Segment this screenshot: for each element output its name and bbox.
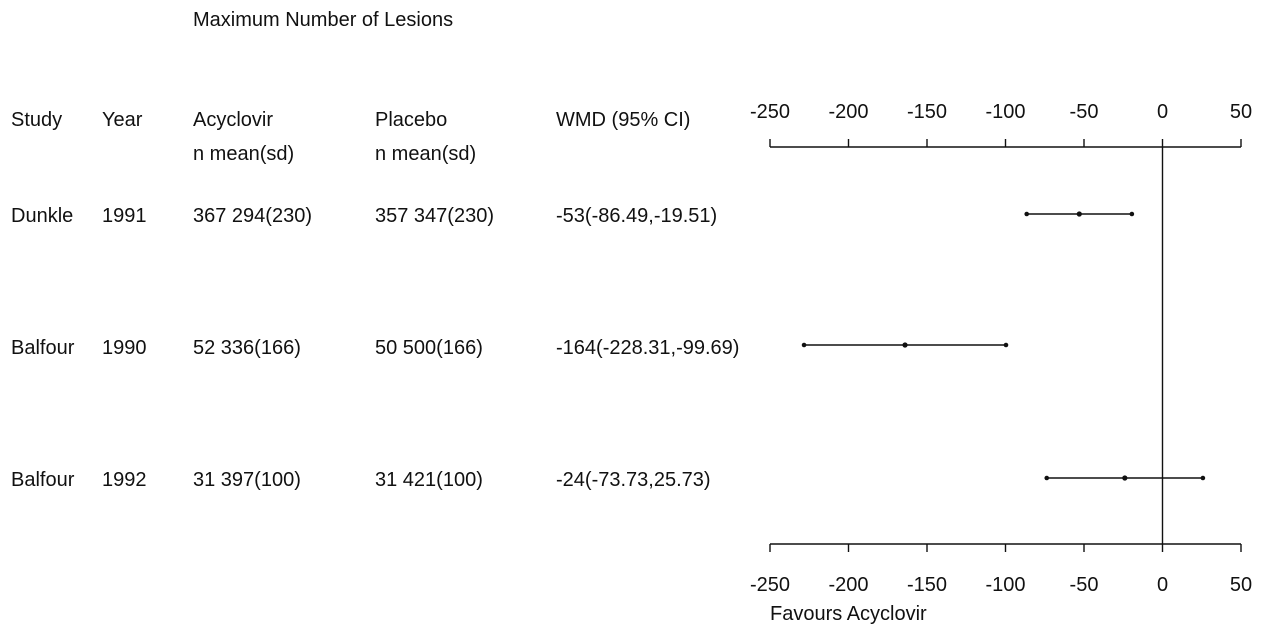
column-header-control: Placebo xyxy=(375,109,448,131)
column-header-year: Year xyxy=(102,109,143,131)
row-study-name: Balfour xyxy=(11,469,75,491)
row-study-name: Dunkle xyxy=(11,205,74,227)
bottom-tick-label: -200 xyxy=(828,574,868,596)
top-tick-label: -150 xyxy=(907,101,947,123)
top-tick-label: -250 xyxy=(750,101,790,123)
row-treatment-stats: 31 397(100) xyxy=(193,469,301,491)
row-control-stats: 357 347(230) xyxy=(375,205,494,227)
column-header-effect: WMD (95% CI) xyxy=(556,109,691,131)
row-effect-ci: -53(-86.49,-19.51) xyxy=(556,205,718,227)
point-estimate xyxy=(902,342,908,348)
bottom-tick-label: -250 xyxy=(750,574,790,596)
column-subheader-control: n mean(sd) xyxy=(375,143,477,165)
chart-title: Maximum Number of Lesions xyxy=(193,9,454,31)
row-control-stats: 50 500(166) xyxy=(375,337,483,359)
bottom-tick-label: -150 xyxy=(907,574,947,596)
column-header-study: Study xyxy=(11,109,63,131)
row-treatment-stats: 52 336(166) xyxy=(193,337,301,359)
row-treatment-stats: 367 294(230) xyxy=(193,205,312,227)
bottom-tick-label: -100 xyxy=(985,574,1025,596)
top-tick-label: 50 xyxy=(1230,101,1252,123)
bottom-tick-label: -50 xyxy=(1070,574,1099,596)
row-year: 1992 xyxy=(102,469,147,491)
x-axis-title: Favours Acyclovir xyxy=(770,603,927,625)
row-study-name: Balfour xyxy=(11,337,75,359)
row-year: 1990 xyxy=(102,337,147,359)
ci-high-marker xyxy=(1129,211,1135,217)
ci-high-marker xyxy=(1003,342,1009,348)
ci-low-marker xyxy=(1024,211,1030,217)
top-tick-label: -200 xyxy=(828,101,868,123)
top-tick-label: 0 xyxy=(1157,101,1168,123)
ci-high-marker xyxy=(1200,475,1206,481)
point-estimate xyxy=(1122,475,1128,481)
point-estimate xyxy=(1076,211,1082,217)
row-effect-ci: -24(-73.73,25.73) xyxy=(556,469,711,491)
top-tick-label: -50 xyxy=(1070,101,1099,123)
row-control-stats: 31 421(100) xyxy=(375,469,483,491)
ci-low-marker xyxy=(801,342,807,348)
column-header-treatment: Acyclovir xyxy=(193,109,274,131)
bottom-tick-label: 50 xyxy=(1230,574,1252,596)
ci-low-marker xyxy=(1044,475,1050,481)
bottom-tick-label: 0 xyxy=(1157,574,1168,596)
row-year: 1991 xyxy=(102,205,147,227)
column-subheader-treatment: n mean(sd) xyxy=(193,143,295,165)
row-effect-ci: -164(-228.31,-99.69) xyxy=(556,337,740,359)
top-tick-label: -100 xyxy=(985,101,1025,123)
